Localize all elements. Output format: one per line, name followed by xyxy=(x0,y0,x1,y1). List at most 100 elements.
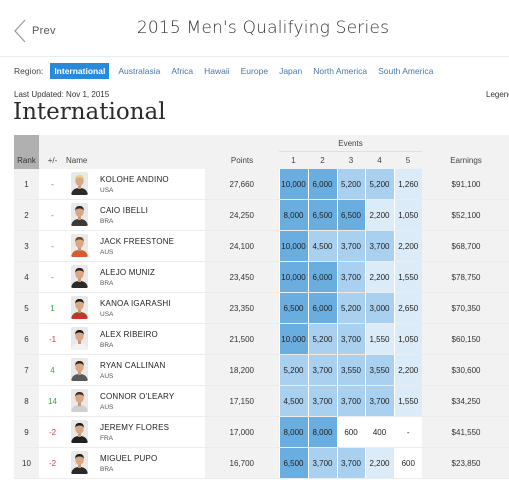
athlete-name[interactable]: KANOA IGARASHI xyxy=(100,299,171,308)
event-score-4: 5,200 xyxy=(364,169,394,200)
athlete-country: AUS xyxy=(100,373,114,380)
points-cell: 17,150 xyxy=(205,385,279,417)
rank-change: 1 xyxy=(39,292,66,324)
athlete-cell[interactable]: ALEJO MUNIZ BRA xyxy=(66,261,205,293)
rankings-table: Rank +/- Name Points Events Earnings 1 2… xyxy=(14,135,509,479)
event-score-2: 6,000 xyxy=(307,169,337,200)
earnings-cell: $34,250 xyxy=(422,385,509,417)
event-score-4: 3,000 xyxy=(364,292,394,324)
athlete-name[interactable]: RYAN CALLINAN xyxy=(100,361,166,370)
event-score-3: 3,700 xyxy=(336,261,365,293)
table-row[interactable]: 3- JACK FREESTONE AUS 24,100 10,000 4,500 3,70… xyxy=(14,230,509,262)
header-event-4[interactable]: 4 xyxy=(365,151,394,169)
event-score-1: 4,500 xyxy=(278,385,308,417)
table-row[interactable]: 8 14 CONNOR O'LEARY AUS 17,150 4,500 3,700 3,70… xyxy=(14,385,509,417)
athlete-cell[interactable]: ALEX RIBEIRO BRA xyxy=(66,323,205,355)
event-score-2: 3,700 xyxy=(307,447,337,479)
athlete-country: FRA xyxy=(100,435,113,442)
header-rank[interactable]: Rank xyxy=(14,135,39,169)
event-score-5: - xyxy=(393,416,423,448)
athlete-cell[interactable]: CAIO IBELLI BRA xyxy=(66,199,205,231)
event-score-1: 6,500 xyxy=(278,447,308,479)
header-event-5[interactable]: 5 xyxy=(394,151,423,169)
event-score-4: 2,200 xyxy=(364,199,394,231)
rank-cell: 6 xyxy=(14,323,39,355)
header-points[interactable]: Points xyxy=(205,135,279,169)
rank-change: -2 xyxy=(39,447,66,479)
last-updated: Last Updated: Nov 1, 2015 xyxy=(14,90,110,99)
athlete-cell[interactable]: KOLOHE ANDINO USA xyxy=(66,169,205,200)
points-cell: 17,000 xyxy=(205,416,279,448)
rank-cell: 8 xyxy=(14,385,39,417)
header-earnings[interactable]: Earnings xyxy=(422,135,509,169)
table-row[interactable]: 10 -2 MIGUEL PUPO BRA 16,700 6,500 3,700 3,700 2… xyxy=(14,447,509,479)
table-row[interactable]: 9 -2 JEREMY FLORES FRA 17,000 8,000 8,000 600 40… xyxy=(14,416,509,448)
header-event-1[interactable]: 1 xyxy=(279,151,308,169)
athlete-name[interactable]: MIGUEL PUPO xyxy=(100,454,158,463)
athlete-name[interactable]: KOLOHE ANDINO xyxy=(100,175,169,184)
header-delta[interactable]: +/- xyxy=(39,135,66,169)
region-tab-north-america[interactable]: North America xyxy=(313,66,368,76)
region-tab-australasia[interactable]: Australasia xyxy=(118,66,161,76)
athlete-cell[interactable]: JACK FREESTONE AUS xyxy=(66,230,205,262)
avatar-kanoa-igarashi xyxy=(71,296,88,319)
prev-button[interactable]: Prev xyxy=(14,17,56,45)
event-score-2: 5,200 xyxy=(307,323,337,355)
region-tab-south-america[interactable]: South America xyxy=(378,66,434,76)
region-tab-international[interactable]: International xyxy=(50,63,110,79)
region-tab-hawaii[interactable]: Hawaii xyxy=(204,66,230,76)
rank-change: -1 xyxy=(39,323,66,355)
table-row[interactable]: 5 1 KANOA IGARASHI USA 23,350 6,500 6,000 5,200… xyxy=(14,292,509,324)
region-tab-europe[interactable]: Europe xyxy=(240,66,269,76)
event-score-1: 8,000 xyxy=(278,416,308,448)
event-score-1: 10,000 xyxy=(278,323,308,355)
rank-change: 4 xyxy=(39,354,66,386)
table-row[interactable]: 7 4 RYAN CALLINAN AUS 18,200 5,200 3,700 3,550 3… xyxy=(14,354,509,386)
avatar-jack-freestone xyxy=(71,234,88,257)
event-score-3: 3,550 xyxy=(336,354,365,386)
rank-change: -2 xyxy=(39,416,66,448)
event-score-2: 8,000 xyxy=(307,416,337,448)
earnings-cell: $52,100 xyxy=(422,199,509,231)
table-row[interactable]: 6 -1 ALEX RIBEIRO BRA 21,500 10,000 5,200 3,700… xyxy=(14,323,509,355)
region-tab-africa[interactable]: Africa xyxy=(171,66,194,76)
athlete-name[interactable]: ALEJO MUNIZ xyxy=(100,268,156,277)
header-event-2[interactable]: 2 xyxy=(308,151,337,169)
table-row[interactable]: 2- CAIO IBELLI BRA 24,250 8,000 6,500 6,500 2,2… xyxy=(14,199,509,231)
athlete-name[interactable]: CONNOR O'LEARY xyxy=(100,392,175,401)
athlete-name[interactable]: ALEX RIBEIRO xyxy=(100,330,158,339)
athlete-cell[interactable]: KANOA IGARASHI USA xyxy=(66,292,205,324)
earnings-cell: $91,100 xyxy=(422,169,509,200)
event-score-3: 3,700 xyxy=(336,385,365,417)
rank-cell: 5 xyxy=(14,292,39,324)
region-heading: International xyxy=(13,99,166,125)
athlete-country: BRA xyxy=(100,342,114,349)
event-score-1: 10,000 xyxy=(278,261,308,293)
points-cell: 18,200 xyxy=(205,354,279,386)
points-cell: 24,100 xyxy=(205,230,279,262)
rank-change: - xyxy=(39,169,66,200)
event-score-1: 6,500 xyxy=(278,292,308,324)
athlete-cell[interactable]: JEREMY FLORES FRA xyxy=(66,416,205,448)
table-row[interactable]: 1- KOLOHE ANDINO USA 27,660 10,000 6,000 5,200… xyxy=(14,169,509,200)
region-tab-japan[interactable]: Japan xyxy=(279,66,303,76)
athlete-country: AUS xyxy=(100,249,114,256)
event-score-5: 600 xyxy=(393,447,423,479)
legend-link[interactable]: Legend xyxy=(486,90,509,99)
rank-cell: 10 xyxy=(14,447,39,479)
header-name[interactable]: Name xyxy=(66,135,205,169)
earnings-cell: $68,700 xyxy=(422,230,509,262)
avatar-caio-ibelli xyxy=(71,203,88,226)
table-row[interactable]: 4- ALEJO MUNIZ BRA 23,450 10,000 6,000 3,700 2,… xyxy=(14,261,509,293)
athlete-name[interactable]: JACK FREESTONE xyxy=(100,237,175,246)
event-score-2: 6,000 xyxy=(307,292,337,324)
athlete-cell[interactable]: RYAN CALLINAN AUS xyxy=(66,354,205,386)
athlete-cell[interactable]: MIGUEL PUPO BRA xyxy=(66,447,205,479)
points-cell: 23,450 xyxy=(205,261,279,293)
avatar-miguel-pupo xyxy=(71,451,88,474)
athlete-name[interactable]: CAIO IBELLI xyxy=(100,206,148,215)
event-score-4: 2,200 xyxy=(364,447,394,479)
athlete-cell[interactable]: CONNOR O'LEARY AUS xyxy=(66,385,205,417)
header-event-3[interactable]: 3 xyxy=(337,151,365,169)
athlete-name[interactable]: JEREMY FLORES xyxy=(100,423,170,432)
